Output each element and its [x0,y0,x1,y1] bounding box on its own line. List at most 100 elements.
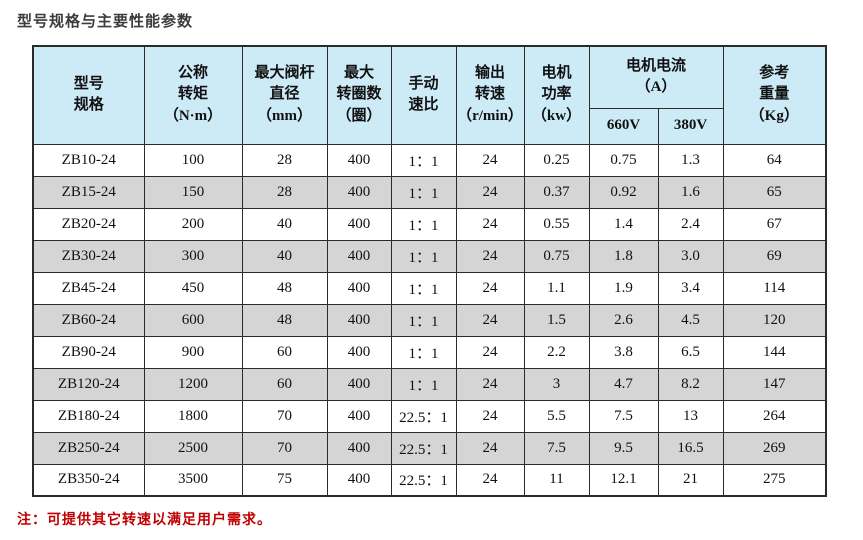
value-cell: 400 [326,367,392,401]
value-cell: 40 [241,207,328,241]
model-cell: ZB10-24 [32,143,145,177]
value-cell: 22.5：1 [390,463,457,497]
value-cell: 24 [455,463,525,497]
page-title: 型号规格与主要性能参数 [17,13,194,30]
value-cell: 400 [326,399,392,433]
value-cell: 147 [722,367,827,401]
value-cell: 40 [241,239,328,273]
value-cell: 70 [241,431,328,465]
table-row: ZB90-24 900 60 400 1：1 24 2.2 3.8 6.5 144 [32,335,827,369]
value-cell: 1：1 [390,143,457,177]
value-cell: 1.5 [523,303,590,337]
value-cell: 65 [722,175,827,209]
value-cell: 6.5 [657,335,724,369]
table-row: ZB30-24 300 40 400 1：1 24 0.75 1.8 3.0 69 [32,239,827,273]
value-cell: 28 [241,175,328,209]
model-cell: ZB45-24 [32,271,145,305]
value-cell: 3.8 [588,335,659,369]
value-cell: 4.5 [657,303,724,337]
value-cell: 150 [143,175,243,209]
table-row: ZB45-24 450 48 400 1：1 24 1.1 1.9 3.4 114 [32,271,827,305]
value-cell: 400 [326,175,392,209]
value-cell: 1.4 [588,207,659,241]
value-cell: 0.75 [523,239,590,273]
value-cell: 1800 [143,399,243,433]
value-cell: 0.55 [523,207,590,241]
model-cell: ZB60-24 [32,303,145,337]
table-body: ZB10-24 100 28 400 1：1 24 0.25 0.75 1.3 64 ZB15-24… [32,143,827,497]
model-cell: ZB250-24 [32,431,145,465]
table-row: ZB10-24 100 28 400 1：1 24 0.25 0.75 1.3 64 [32,143,827,177]
value-cell: 0.75 [588,143,659,177]
value-cell: 900 [143,335,243,369]
value-cell: 24 [455,335,525,369]
value-cell: 22.5：1 [390,399,457,433]
value-cell: 1：1 [390,335,457,369]
header-motor-power: 电机 功率 （kw） [523,45,590,145]
value-cell: 24 [455,431,525,465]
model-cell: ZB350-24 [32,463,145,497]
value-cell: 1：1 [390,239,457,273]
value-cell: 2.4 [657,207,724,241]
value-cell: 400 [326,303,392,337]
value-cell: 9.5 [588,431,659,465]
value-cell: 2500 [143,431,243,465]
value-cell: 1200 [143,367,243,401]
footnote: 注：可提供其它转速以满足用户需求。 [17,511,272,527]
value-cell: 48 [241,303,328,337]
value-cell: 400 [326,207,392,241]
value-cell: 11 [523,463,590,497]
value-cell: 24 [455,399,525,433]
value-cell: 144 [722,335,827,369]
value-cell: 264 [722,399,827,433]
value-cell: 100 [143,143,243,177]
value-cell: 21 [657,463,724,497]
value-cell: 400 [326,271,392,305]
header-model: 型号 规格 [32,45,145,145]
value-cell: 1.9 [588,271,659,305]
value-cell: 24 [455,367,525,401]
value-cell: 24 [455,303,525,337]
value-cell: 1：1 [390,367,457,401]
value-cell: 60 [241,335,328,369]
value-cell: 120 [722,303,827,337]
value-cell: 1.1 [523,271,590,305]
value-cell: 64 [722,143,827,177]
value-cell: 400 [326,431,392,465]
value-cell: 22.5：1 [390,431,457,465]
value-cell: 7.5 [523,431,590,465]
value-cell: 400 [326,463,392,497]
value-cell: 2.2 [523,335,590,369]
value-cell: 69 [722,239,827,273]
value-cell: 0.92 [588,175,659,209]
spec-table-header: 型号 规格 公称 转矩 （N·m） 最大阀杆 直径 （mm） 最大 转圈数 （圈… [32,45,827,145]
value-cell: 16.5 [657,431,724,465]
value-cell: 1.3 [657,143,724,177]
model-cell: ZB120-24 [32,367,145,401]
model-cell: ZB20-24 [32,207,145,241]
value-cell: 24 [455,143,525,177]
table-row: ZB350-24 3500 75 400 22.5：1 24 11 12.1 21 275 [32,463,827,497]
value-cell: 400 [326,143,392,177]
value-cell: 400 [326,335,392,369]
value-cell: 450 [143,271,243,305]
value-cell: 300 [143,239,243,273]
header-manual-ratio: 手动 速比 [390,45,457,145]
table-row: ZB20-24 200 40 400 1：1 24 0.55 1.4 2.4 67 [32,207,827,241]
value-cell: 1.8 [588,239,659,273]
value-cell: 600 [143,303,243,337]
table-row: ZB15-24 150 28 400 1：1 24 0.37 0.92 1.6 65 [32,175,827,209]
value-cell: 1：1 [390,271,457,305]
value-cell: 70 [241,399,328,433]
spec-table: 型号 规格 公称 转矩 （N·m） 最大阀杆 直径 （mm） 最大 转圈数 （圈… [32,45,828,497]
header-output-speed: 输出 转速 （r/min） [455,45,525,145]
value-cell: 1：1 [390,303,457,337]
value-cell: 3.4 [657,271,724,305]
value-cell: 4.7 [588,367,659,401]
header-torque: 公称 转矩 （N·m） [143,45,243,145]
table-row: ZB60-24 600 48 400 1：1 24 1.5 2.6 4.5 120 [32,303,827,337]
value-cell: 67 [722,207,827,241]
value-cell: 60 [241,367,328,401]
value-cell: 400 [326,239,392,273]
